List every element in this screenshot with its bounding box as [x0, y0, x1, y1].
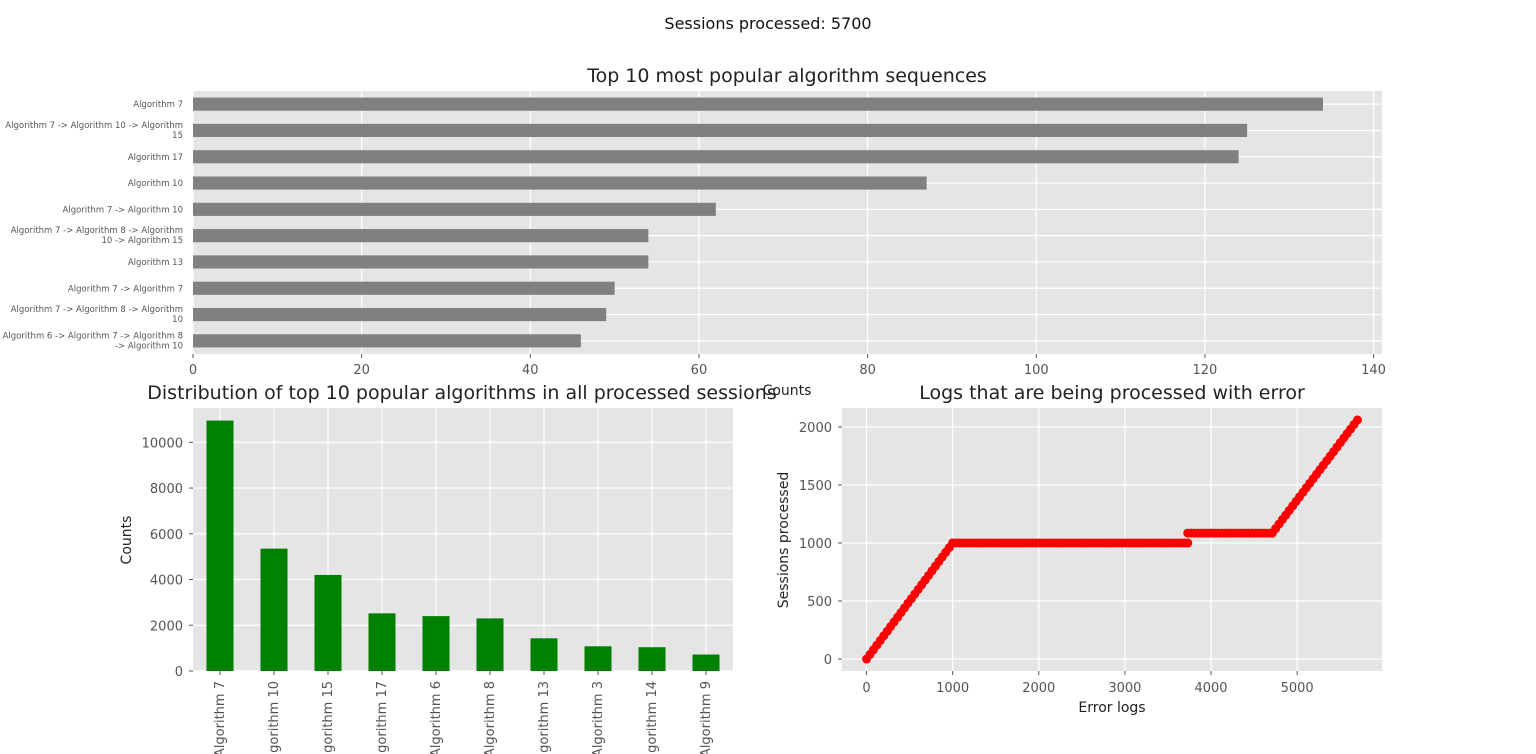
top-chart-x-tick-label: 0 [189, 363, 197, 378]
top-chart-bar [193, 334, 581, 348]
top-chart-x-ticks: 0 20 40 60 80 100 120 140 [189, 354, 1386, 378]
distribution-chart-y-tick-label: 4000 [150, 574, 183, 589]
figure-suptitle: Sessions processed: 5700 [664, 14, 871, 33]
top-chart-x-tick-label: 20 [353, 363, 370, 378]
top-chart-category-label: Algorithm 7 -> Algorithm 8 -> Algorithm 1… [11, 226, 183, 246]
scatter-chart-y-ticks: 0 500 1000 1500 2000 [799, 421, 842, 668]
distribution-chart-y-tick-label: 6000 [150, 528, 183, 543]
scatter-chart-title: Logs that are being processed with error [919, 382, 1305, 404]
distribution-chart-bar [530, 638, 558, 671]
top-chart-bar [193, 123, 1248, 138]
distribution-chart-category-label: Algorithm 3 [591, 681, 606, 754]
error-logs-scatter-chart: 0 1000 2000 3000 4000 5000 0 500 1000 1500 2000 L… [776, 382, 1382, 716]
scatter-chart-x-tick-label: 1000 [936, 681, 969, 696]
top-chart-category-label: Algorithm 7 -> Algorithm 10 [63, 205, 183, 215]
top-chart-category-label: Algorithm 7 -> Algorithm 7 [68, 284, 183, 294]
distribution-chart-category-label: Algorithm 15 [321, 681, 336, 754]
top-chart-bar [193, 307, 607, 322]
distribution-chart-y-tick-label: 10000 [142, 436, 183, 451]
top-chart-category-label: Algorithm 6 -> Algorithm 7 -> Algorithm … [3, 331, 183, 351]
top-chart-category-labels: Algorithm 7 Algorithm 7 -> Algorithm 10 -… [3, 100, 183, 351]
scatter-chart-x-axis-label: Error logs [1078, 700, 1145, 716]
scatter-chart-y-tick-label: 1000 [799, 537, 832, 552]
top-sequences-chart: Algorithm 7 Algorithm 7 -> Algorithm 10 -… [3, 65, 1386, 399]
distribution-chart-y-ticks: 0 2000 4000 6000 8000 10000 [142, 436, 193, 680]
distribution-chart-bar [206, 420, 234, 671]
top-chart-category-label: Algorithm 13 [128, 258, 183, 268]
top-chart-category-label: Algorithm 10 [128, 179, 183, 189]
top-chart-x-axis-label: Counts [763, 383, 812, 399]
top-chart-bar [193, 229, 649, 243]
distribution-chart-bar [692, 654, 720, 671]
scatter-chart-x-ticks: 0 1000 2000 3000 4000 5000 [862, 671, 1314, 696]
top-chart-x-tick-label: 140 [1361, 363, 1386, 378]
distribution-chart-bar [260, 548, 288, 671]
distribution-chart-category-label: Algorithm 7 [213, 681, 228, 754]
distribution-chart-category-label: Algorithm 9 [699, 681, 714, 754]
distribution-chart-bar [314, 574, 342, 671]
top-chart-x-tick-label: 80 [859, 363, 876, 378]
distribution-chart-y-tick-label: 0 [175, 665, 183, 680]
top-chart-bars [193, 97, 1323, 348]
distribution-chart-category-labels: Algorithm 7 Algorithm 10 Algorithm 15 Algor… [213, 671, 714, 754]
top-chart-category-label: Algorithm 7 -> Algorithm 10 -> Algorithm… [5, 121, 183, 141]
distribution-chart-category-label: Algorithm 8 [483, 681, 498, 754]
scatter-chart-y-axis-label: Sessions processed [776, 472, 792, 608]
top-chart-x-tick-label: 40 [522, 363, 539, 378]
distribution-chart-bars [206, 420, 720, 671]
scatter-chart-x-tick-label: 3000 [1108, 681, 1141, 696]
distribution-chart-y-tick-label: 8000 [150, 482, 183, 497]
distribution-chart-category-label: Algorithm 10 [267, 681, 282, 754]
top-chart-category-label: Algorithm 7 [133, 100, 183, 110]
top-chart-bar [193, 176, 927, 190]
top-chart-x-tick-label: 100 [1024, 363, 1049, 378]
scatter-chart-point [1352, 415, 1362, 425]
distribution-chart-category-label: Algorithm 13 [537, 681, 552, 754]
distribution-chart-bar [422, 616, 450, 671]
scatter-chart-points [862, 415, 1362, 664]
distribution-chart-bar [476, 618, 504, 671]
scatter-chart-y-tick-label: 2000 [799, 421, 832, 436]
scatter-chart-y-tick-label: 1500 [799, 479, 832, 494]
top-chart-x-tick-label: 120 [1193, 363, 1218, 378]
distribution-chart-category-label: Algorithm 17 [375, 681, 390, 754]
scatter-chart-point [1183, 538, 1193, 548]
scatter-chart-x-tick-label: 5000 [1281, 681, 1314, 696]
distribution-chart-title: Distribution of top 10 popular algorithm… [147, 382, 776, 404]
scatter-chart-y-tick-label: 500 [807, 595, 832, 610]
top-chart-bar [193, 281, 615, 295]
top-chart-bar [193, 202, 716, 216]
distribution-chart-bar [584, 646, 612, 671]
top-chart-category-label: Algorithm 17 [128, 153, 183, 163]
scatter-chart-x-tick-label: 2000 [1022, 681, 1055, 696]
scatter-chart-y-tick-label: 0 [824, 653, 832, 668]
scatter-chart-x-tick-label: 0 [862, 681, 870, 696]
top-chart-bar [193, 150, 1239, 164]
distribution-chart-bar [638, 647, 666, 671]
top-chart-x-tick-label: 60 [691, 363, 708, 378]
top-chart-title: Top 10 most popular algorithm sequences [586, 65, 987, 87]
top-chart-category-label: Algorithm 7 -> Algorithm 8 -> Algorithm 1… [11, 305, 183, 325]
distribution-chart-y-axis-label: Counts [119, 516, 135, 565]
distribution-chart-category-label: Algorithm 14 [645, 681, 660, 754]
distribution-chart-y-tick-label: 2000 [150, 619, 183, 634]
top-chart-bar [193, 255, 649, 269]
distribution-chart-category-label: Algorithm 6 [429, 681, 444, 754]
scatter-chart-x-tick-label: 4000 [1194, 681, 1227, 696]
distribution-chart-bar [368, 613, 396, 671]
top-chart-bar [193, 97, 1323, 111]
